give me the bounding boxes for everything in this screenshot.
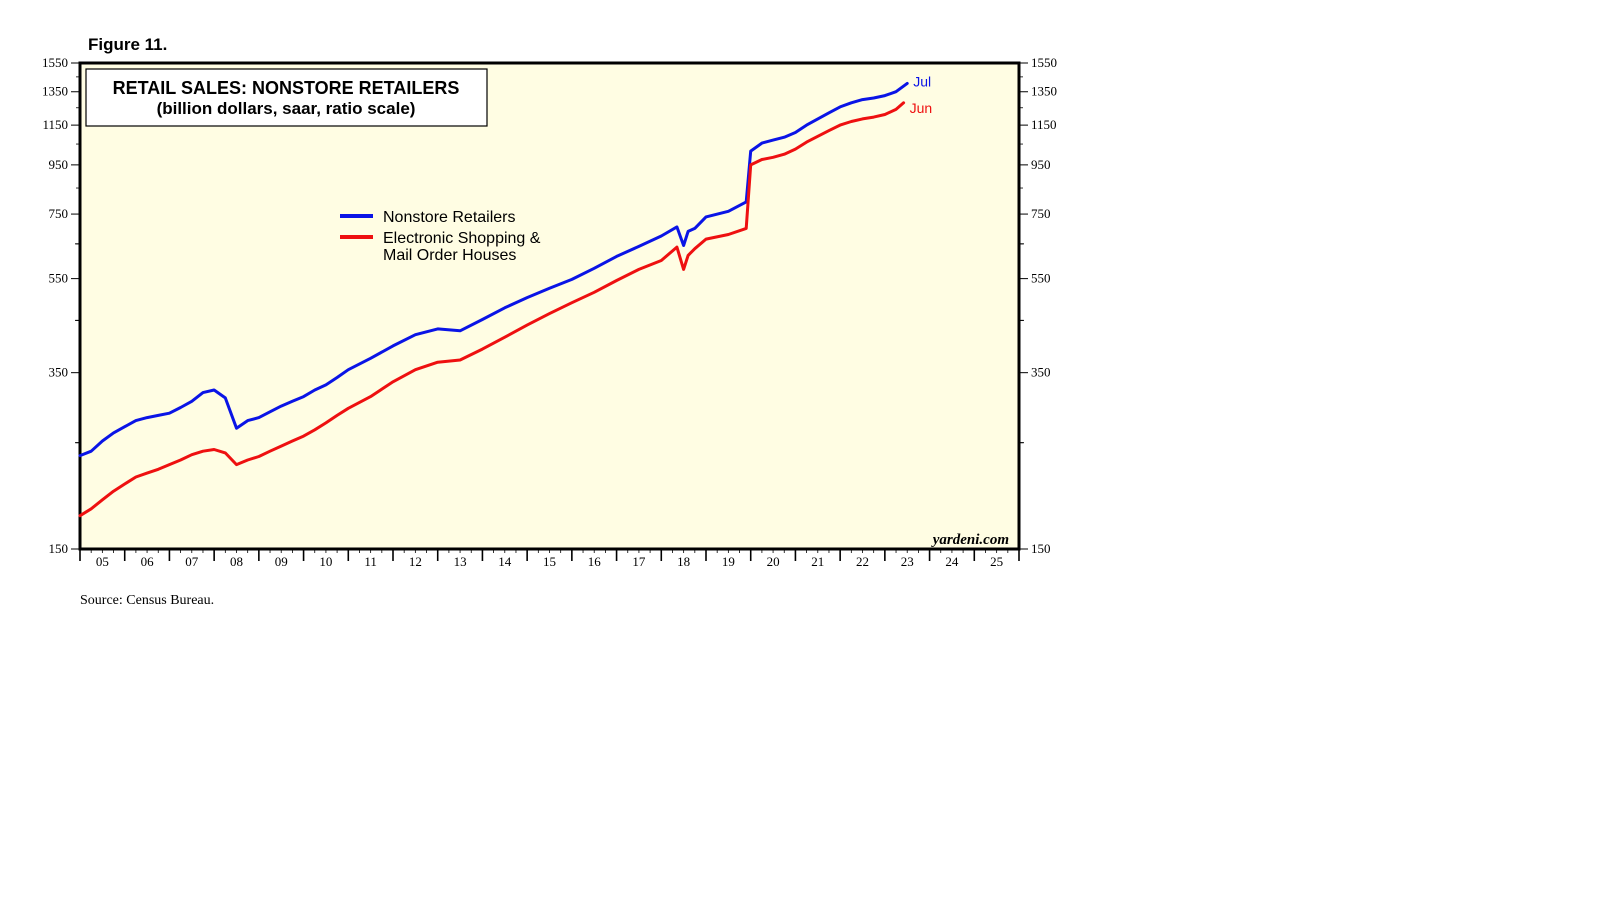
series-line-electronic [78,101,906,518]
x-tick-label: 14 [498,554,512,569]
x-tick-label: 20 [767,554,780,569]
y-right-tick-label: 150 [1031,541,1051,556]
y-left-tick-label: 550 [49,271,69,286]
x-tick-label: 07 [185,554,199,569]
x-tick-label: 22 [856,554,869,569]
x-tick-label: 18 [677,554,690,569]
end-label-nonstore: Jul [913,73,931,89]
figure-label: Figure 11. [88,35,167,54]
legend-label-electronic-line2: Mail Order Houses [383,247,516,264]
y-left-tick-label: 150 [49,541,69,556]
y-right-tick-label: 950 [1031,157,1051,172]
legend-label-electronic: Electronic Shopping & Mail Order Houses [383,230,541,264]
y-left-tick-label: 350 [49,365,69,380]
y-left-tick-label: 750 [49,206,69,221]
y-left-tick-label: 1350 [42,84,68,99]
y-right-tick-label: 1150 [1031,117,1057,132]
y-right-tick-label: 1550 [1031,55,1057,70]
y-axis-left: 150 350 550 750 950 1150 1350 1550 [42,55,80,556]
title-box-frame [85,68,488,127]
x-tick-label: 23 [901,554,914,569]
source-note: Source: Census Bureau. [80,593,214,608]
legend-label-nonstore: Nonstore Retailers [383,209,516,226]
x-tick-label: 05 [96,554,109,569]
y-right-tick-label: 1350 [1031,84,1057,99]
x-axis: 05 06 07 08 09 10 11 12 13 14 15 16 17 18 19 20 21 22 23 24… [79,549,1020,569]
chart-subtitle: (billion dollars, saar, ratio scale) [157,99,416,118]
x-tick-label: 17 [632,554,646,569]
x-tick-label: 10 [319,554,332,569]
y-axis-right: 150 350 550 750 950 1150 1350 1550 [1019,55,1057,556]
x-tick-label: 12 [409,554,422,569]
y-right-tick-label: 350 [1031,365,1051,380]
x-tick-label: 15 [543,554,556,569]
x-tick-label: 24 [945,554,959,569]
x-tick-label: 25 [990,554,1003,569]
y-right-tick-label: 750 [1031,206,1051,221]
y-left-tick-label: 1550 [42,55,68,70]
watermark: yardeni.com [931,532,1009,548]
series-layer: Jul Jun [78,73,933,518]
title-box: RETAIL SALES: NONSTORE RETAILERS (billio… [85,68,488,127]
series-line-nonstore [78,81,909,458]
x-tick-label: 13 [454,554,467,569]
x-tick-label: 19 [722,554,735,569]
x-tick-label: 06 [141,554,155,569]
end-label-electronic: Jun [910,100,933,116]
chart-title: RETAIL SALES: NONSTORE RETAILERS [113,78,460,98]
x-tick-label: 09 [275,554,288,569]
x-tick-label: 16 [588,554,602,569]
y-right-tick-label: 550 [1031,271,1051,286]
x-tick-label: 08 [230,554,243,569]
y-left-tick-label: 1150 [42,117,68,132]
x-tick-label: 21 [811,554,824,569]
y-left-tick-label: 950 [49,157,69,172]
legend-label-electronic-line1: Electronic Shopping & [383,230,541,247]
x-tick-label: 11 [364,554,377,569]
plot-area [78,61,1021,551]
legend: Nonstore Retailers Electronic Shopping &… [340,209,541,264]
